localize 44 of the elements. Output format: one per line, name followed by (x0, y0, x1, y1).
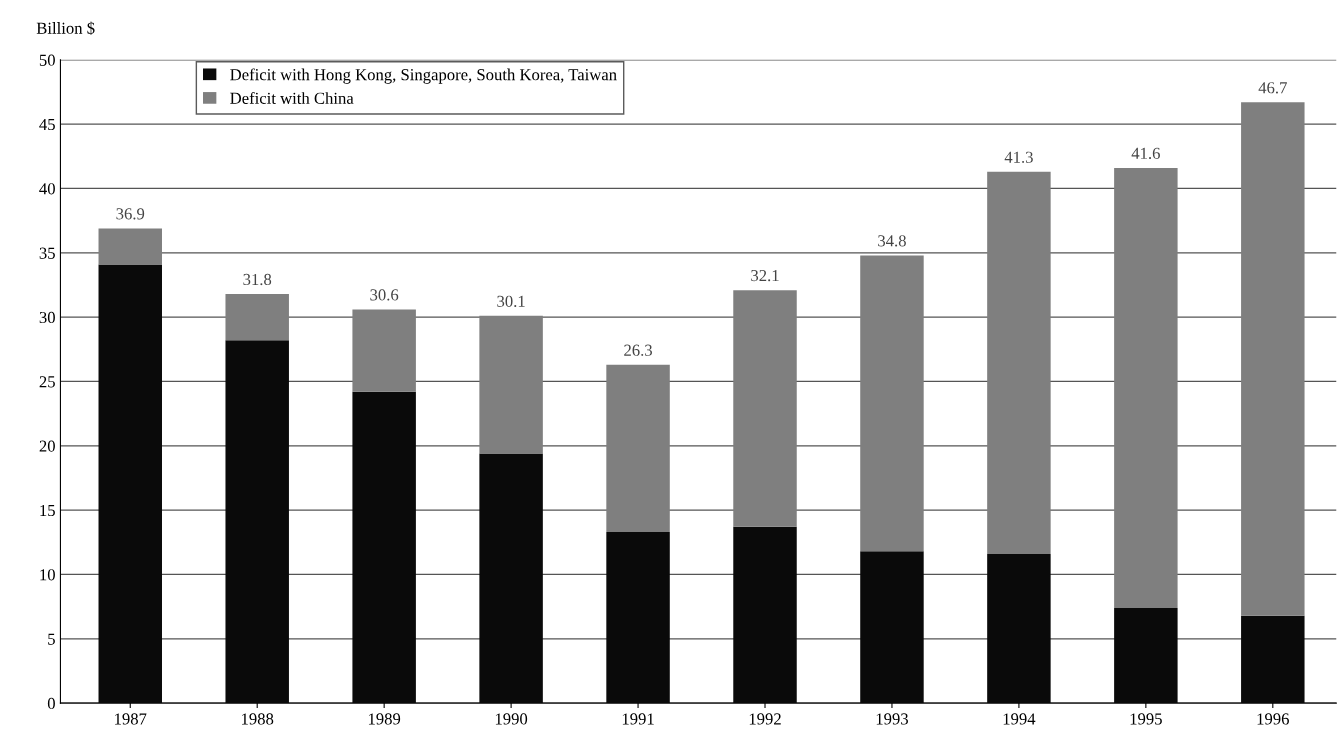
y-tick-label: 20 (39, 440, 55, 452)
y-tick-label: 40 (39, 183, 55, 195)
bar (225, 293, 289, 341)
legend-label: Deficit with Hong Kong, Singapore, South Korea, Taiwan (230, 68, 617, 84)
bar (479, 315, 543, 454)
total-label: 31.8 (243, 273, 272, 286)
x-tick-label: 1993 (876, 713, 908, 725)
total-label: 30.1 (497, 295, 525, 307)
bar (352, 309, 416, 392)
y-tick-label: 10 (40, 569, 55, 581)
y-tick-label: 5 (48, 633, 55, 645)
x-tick-label: 1994 (1003, 713, 1036, 725)
x-tick-label: 1995 (1130, 713, 1162, 725)
y-axis-title: Billion $ (36, 21, 95, 35)
y-tick-label: 30 (39, 311, 55, 324)
bar (1241, 102, 1305, 616)
total-label: 46.7 (1258, 82, 1287, 94)
bar (733, 290, 797, 527)
y-tick-label: 15 (40, 504, 55, 517)
total-label: 41.3 (1004, 151, 1033, 163)
x-tick-label: 1996 (1257, 713, 1289, 725)
total-label: 36.9 (116, 208, 145, 220)
total-label: 34.8 (878, 235, 906, 247)
x-tick-label: 1991 (622, 713, 654, 725)
y-tick-label: 25 (39, 376, 55, 388)
bar (860, 255, 924, 552)
total-label: 41.6 (1131, 147, 1160, 160)
x-tick-label: 1987 (115, 713, 147, 725)
x-tick-label: 1989 (368, 713, 401, 725)
total-label: 30.6 (370, 289, 399, 301)
x-tick-label: 1990 (495, 713, 528, 725)
bar (606, 364, 670, 533)
y-tick-label: 45 (39, 118, 55, 131)
total-label: 32.1 (751, 269, 779, 282)
total-label: 26.3 (624, 344, 652, 356)
y-tick-label: 35 (39, 247, 55, 259)
y-tick-label: 50 (39, 54, 55, 66)
bar (987, 171, 1051, 554)
legend-label: Deficit with China (230, 92, 354, 104)
x-tick-label: 1988 (242, 713, 274, 725)
y-tick-label: 0 (47, 697, 55, 710)
bar (1114, 167, 1178, 608)
bar (98, 228, 162, 265)
x-tick-label: 1992 (749, 713, 781, 725)
